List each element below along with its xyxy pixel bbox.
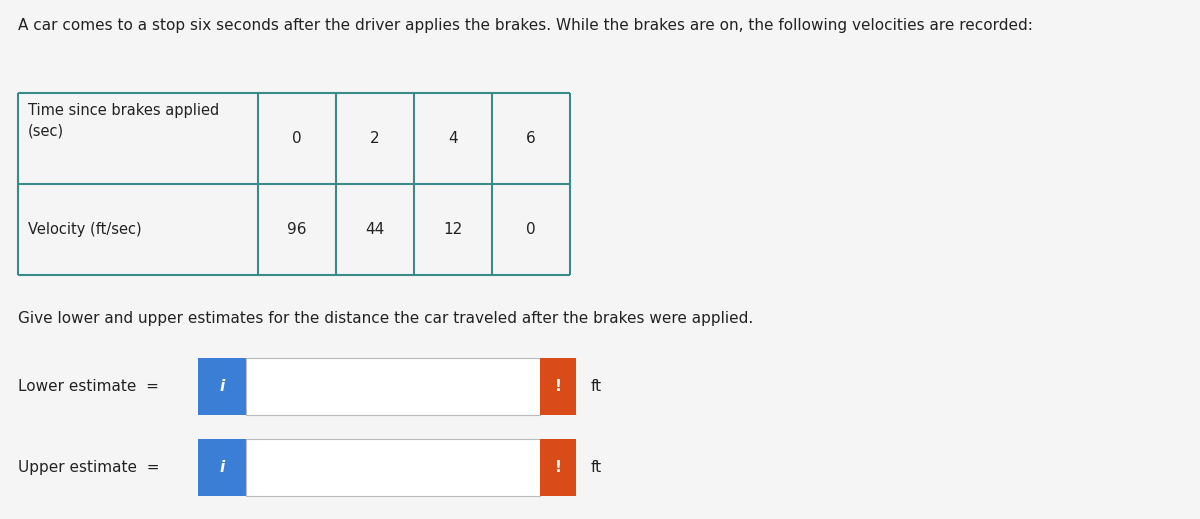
Text: 0: 0 <box>292 131 302 146</box>
Text: Give lower and upper estimates for the distance the car traveled after the brake: Give lower and upper estimates for the d… <box>18 311 754 326</box>
Text: 6: 6 <box>526 131 536 146</box>
Text: Lower estimate  =: Lower estimate = <box>18 379 158 394</box>
Bar <box>258 184 336 275</box>
Text: ft: ft <box>590 379 601 394</box>
Text: 4: 4 <box>448 131 458 146</box>
Text: !: ! <box>554 460 562 474</box>
Text: Velocity (ft/sec): Velocity (ft/sec) <box>28 222 142 237</box>
Text: 2: 2 <box>370 131 380 146</box>
Bar <box>198 358 246 415</box>
Text: Upper estimate  =: Upper estimate = <box>18 460 160 474</box>
Text: 12: 12 <box>443 222 463 237</box>
Bar <box>492 184 570 275</box>
Bar <box>336 93 414 184</box>
Bar <box>414 93 492 184</box>
Bar <box>414 184 492 275</box>
Bar <box>492 93 570 184</box>
Text: A car comes to a stop six seconds after the driver applies the brakes. While the: A car comes to a stop six seconds after … <box>18 18 1033 33</box>
Bar <box>540 358 576 415</box>
Bar <box>540 439 576 496</box>
Bar <box>258 93 336 184</box>
Text: 0: 0 <box>526 222 536 237</box>
Text: i: i <box>220 460 224 474</box>
Text: 44: 44 <box>365 222 385 237</box>
Text: !: ! <box>554 379 562 394</box>
Text: 96: 96 <box>287 222 307 237</box>
Text: i: i <box>220 379 224 394</box>
Text: Time since brakes applied
(sec): Time since brakes applied (sec) <box>28 103 218 139</box>
Bar <box>198 439 246 496</box>
Text: ft: ft <box>590 460 601 474</box>
Bar <box>336 184 414 275</box>
